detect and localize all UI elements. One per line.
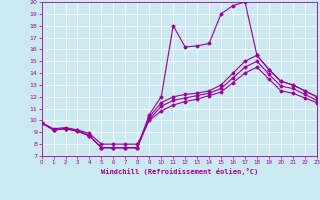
X-axis label: Windchill (Refroidissement éolien,°C): Windchill (Refroidissement éolien,°C)	[100, 168, 258, 175]
